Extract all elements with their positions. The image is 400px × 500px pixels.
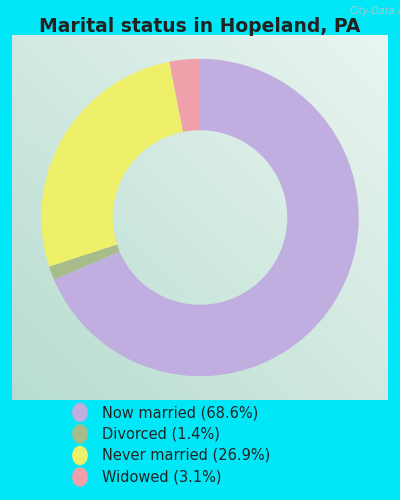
Wedge shape	[49, 244, 120, 280]
Wedge shape	[169, 59, 200, 132]
Text: Marital status in Hopeland, PA: Marital status in Hopeland, PA	[39, 18, 361, 36]
Text: Widowed (3.1%): Widowed (3.1%)	[102, 470, 222, 484]
Text: Divorced (1.4%): Divorced (1.4%)	[102, 426, 220, 442]
Wedge shape	[41, 62, 183, 266]
Wedge shape	[54, 59, 359, 376]
Text: Never married (26.9%): Never married (26.9%)	[102, 448, 270, 463]
Text: Now married (68.6%): Now married (68.6%)	[102, 405, 258, 420]
Text: City-Data.com: City-Data.com	[349, 6, 400, 16]
